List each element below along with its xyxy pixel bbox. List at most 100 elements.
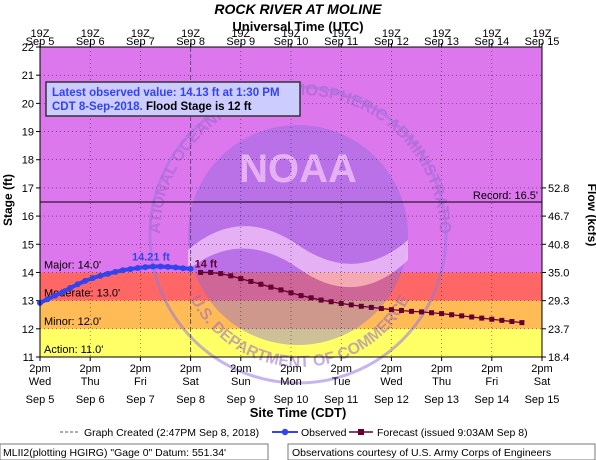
stage-tick-label-21: 21: [22, 70, 34, 82]
legend-graph-created: Graph Created (2:47PM Sep 8, 2018): [84, 427, 259, 439]
stage-tick-label-20: 20: [22, 98, 34, 110]
bottom-tick-weekday-0: Wed: [29, 376, 51, 388]
forecast-point-24: [439, 311, 445, 317]
info-box: Latest observed value: 14.13 ft at 1:30 …: [45, 81, 301, 117]
forecast-point-16: [358, 303, 364, 309]
forecast-point-18: [378, 306, 384, 312]
flow-tick-label-18.4: 18.4: [548, 352, 569, 364]
forecast-point-17: [368, 304, 374, 310]
stage-tick-label-14: 14: [22, 267, 34, 279]
bottom-tick-weekday-1: Thu: [81, 376, 100, 388]
observed-point-1: [44, 296, 51, 303]
flow-tick-label-40.8: 40.8: [548, 239, 569, 251]
bottom-tick-weekday-2: Fri: [134, 376, 147, 388]
forecast-point-3: [228, 273, 234, 279]
flow-tick-label-29.3: 29.3: [548, 296, 569, 308]
top-tick-hour-2: 19Z: [131, 28, 150, 40]
stage-tick-label-19: 19: [22, 127, 34, 139]
top-tick-day-3: Sep 8: [176, 36, 205, 48]
top-tick-day-8: Sep 13: [424, 36, 459, 48]
bottom-tick-day-2: Sep 7: [126, 394, 155, 406]
top-tick-day-0: Sep 5: [26, 36, 55, 48]
observed-point-14: [142, 264, 149, 271]
stage-tick-label-17: 17: [22, 183, 34, 195]
top-tick-hour-5: 19Z: [282, 28, 301, 40]
top-tick-day-7: Sep 12: [374, 36, 409, 48]
top-tick-hour-4: 19Z: [231, 28, 250, 40]
bottom-tick-hour-8: 2pm: [431, 363, 452, 375]
observed-point-6: [82, 277, 89, 284]
forecast-point-30: [499, 317, 505, 323]
observed-point-10: [112, 268, 119, 275]
observed-point-3: [59, 289, 66, 296]
top-tick-day-2: Sep 7: [126, 36, 155, 48]
forecast-point-2: [218, 271, 224, 277]
bottom-tick-hour-5: 2pm: [280, 363, 301, 375]
forecast-point-26: [459, 313, 465, 319]
bottom-tick-weekday-5: Mon: [280, 376, 301, 388]
info-box-line1: Latest observed value: 14.13 ft at 1:30 …: [52, 87, 280, 99]
bottom-tick-hour-9: 2pm: [481, 363, 502, 375]
footer-right-text: Observations courtesy of U.S. Army Corps…: [292, 447, 551, 459]
observed-point-11: [119, 267, 126, 274]
observed-point-7: [89, 275, 96, 282]
top-tick-hour-7: 19Z: [382, 28, 401, 40]
observed-series: [37, 263, 194, 306]
bottom-tick-hour-3: 2pm: [180, 363, 201, 375]
bottom-tick-hour-0: 2pm: [29, 363, 50, 375]
observed-point-5: [74, 281, 81, 288]
bottom-tick-hour-1: 2pm: [79, 363, 100, 375]
observed-point-20: [187, 265, 194, 272]
observed-point-19: [180, 265, 187, 272]
forecast-point-15: [348, 302, 354, 308]
forecast-point-28: [479, 315, 485, 321]
bottom-tick-day-1: Sep 6: [76, 394, 105, 406]
forecast-point-5: [248, 278, 254, 284]
bottom-tick-weekday-7: Wed: [380, 376, 402, 388]
band-label-major: Major: 14.0': [44, 259, 101, 271]
forecast-point-1: [208, 269, 214, 275]
bottom-tick-day-9: Sep 14: [474, 394, 509, 406]
forecast-point-0: [198, 269, 204, 275]
bottom-tick-hour-7: 2pm: [381, 363, 402, 375]
top-tick-hour-6: 19Z: [332, 28, 351, 40]
watermark-logo-text: NOAA: [239, 147, 357, 191]
flow-axis: 18.4 23.7 29.3 35.0 40.8 46.7 52.8: [542, 183, 569, 364]
stage-tick-label-13: 13: [22, 296, 34, 308]
bottom-tick-day-10: Sep 15: [525, 394, 560, 406]
bottom-tick-hour-2: 2pm: [130, 363, 151, 375]
forecast-point-12: [318, 297, 324, 303]
flow-axis-label: Flow (kcfs): [585, 184, 596, 247]
footer-left-text: MLII2(plotting HGIRG) "Gage 0" Datum: 55…: [3, 447, 226, 459]
legend-forecast-marker: [358, 429, 364, 435]
flow-tick-label-23.7: 23.7: [548, 324, 569, 336]
stage-tick-label-11: 11: [23, 352, 34, 364]
stage-tick-label-15: 15: [22, 239, 34, 251]
bottom-tick-day-0: Sep 5: [26, 394, 55, 406]
band-label-minor: Minor: 12.0': [44, 316, 101, 328]
bottom-tick-weekday-4: Sun: [231, 376, 251, 388]
bottom-tick-day-3: Sep 8: [176, 394, 205, 406]
top-tick-hour-3: 19Z: [181, 28, 200, 40]
stage-axis: 11 12 13 14 15 16 17 18 19 20 21 22: [22, 42, 40, 364]
legend: Graph Created (2:47PM Sep 8, 2018) Obser…: [60, 427, 528, 439]
legend-observed-marker: [281, 428, 289, 436]
bottom-tick-hour-10: 2pm: [531, 363, 552, 375]
observed-point-4: [67, 284, 74, 291]
footer-right-box: [287, 443, 596, 460]
bottom-tick-weekday-10: Sat: [534, 376, 551, 388]
observed-point-8: [97, 272, 104, 279]
bottom-tick-weekday-9: Fri: [485, 376, 498, 388]
forecast-point-21: [408, 308, 414, 314]
info-box-line2-flood: Flood Stage is 12 ft: [143, 101, 252, 113]
bottom-tick-hour-4: 2pm: [230, 363, 251, 375]
bottom-tick-day-5: Sep 10: [274, 394, 309, 406]
top-tick-hour-8: 19Z: [432, 28, 451, 40]
forecast-point-23: [429, 310, 435, 316]
top-axis-title: Universal Time (UTC): [232, 19, 363, 34]
band-label-action: Action: 11.0': [44, 344, 103, 356]
observed-point-9: [104, 270, 111, 277]
